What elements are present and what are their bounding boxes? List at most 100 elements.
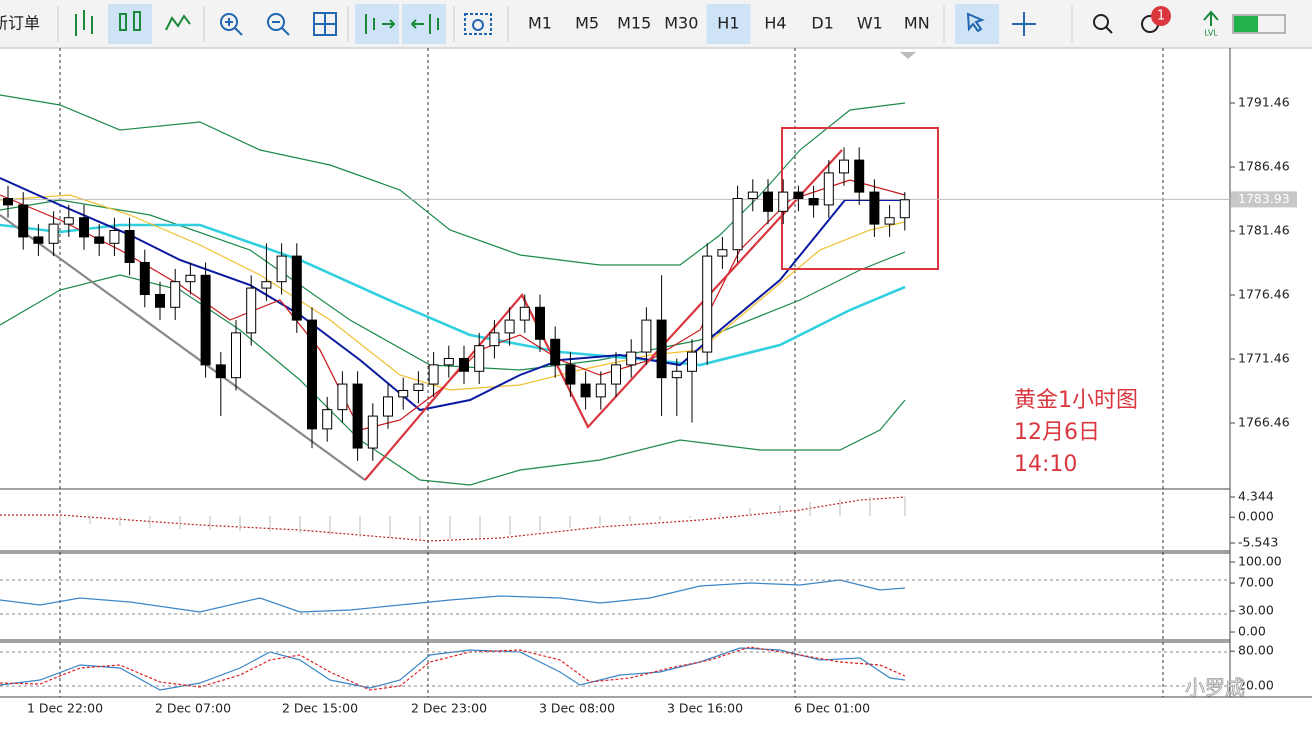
candle-body: [215, 364, 226, 379]
candle-body: [839, 159, 849, 174]
candle-body: [261, 281, 272, 289]
candle-body: [687, 351, 697, 372]
candle-body: [793, 191, 804, 200]
candle-body: [124, 230, 135, 263]
candle-body: [139, 261, 150, 295]
x-tick-label: 6 Dec 01:00: [794, 701, 870, 716]
candle-body: [489, 332, 500, 347]
toolbar-icons: [75, 4, 492, 44]
candle-body: [109, 230, 120, 244]
timeframe-button[interactable]: M1: [528, 14, 552, 33]
candle-body: [337, 383, 348, 411]
candle-body: [580, 383, 591, 398]
candle-body: [291, 255, 302, 321]
candle-body: [231, 332, 241, 379]
candle-body: [823, 172, 834, 206]
candle-body: [474, 345, 485, 372]
candle-body: [48, 223, 59, 244]
annotation-line: 14:10: [1014, 452, 1077, 477]
candle-body: [869, 191, 880, 225]
rsi-levels: [0, 579, 1230, 687]
candle-body: [504, 319, 515, 334]
candle-body: [33, 236, 44, 244]
y-tick-label: 30.00: [1238, 603, 1274, 618]
y-tick-label: 1771.46: [1238, 350, 1290, 365]
notification-badge: [1151, 6, 1171, 26]
right-icons: [966, 10, 1286, 36]
active-timeframe-bg: [706, 4, 751, 44]
y-tick-label: 0.000: [1238, 509, 1274, 524]
candle-body: [899, 199, 910, 219]
candle-body: [246, 287, 257, 334]
candle-body: [595, 383, 606, 398]
toolbar-separators: [57, 6, 1073, 42]
y-tick-label: 1776.46: [1238, 287, 1290, 302]
candle-body: [170, 281, 181, 308]
timeframe-button[interactable]: H1: [717, 14, 739, 33]
candle-body: [778, 191, 789, 212]
candle-body: [626, 351, 637, 366]
annotation-line: 黄金1小时图: [1014, 388, 1138, 413]
timeframe-button[interactable]: M5: [575, 14, 599, 33]
watermark: 小罗成: [1185, 676, 1245, 700]
current-price-label: 1783.93: [1238, 191, 1290, 206]
margin-level-bar: [1234, 16, 1258, 32]
candle-body: [747, 191, 758, 200]
y-tick-label: 0.00: [1238, 624, 1266, 639]
candle-body: [550, 338, 561, 366]
y-tick-label: 1791.46: [1238, 95, 1290, 110]
current-price-tag: [1231, 191, 1297, 208]
candle-body: [63, 217, 74, 225]
macd-histogram: [59, 497, 906, 539]
timeframe-button[interactable]: MN: [904, 14, 930, 33]
candle-body: [352, 383, 363, 449]
candle-body: [459, 357, 469, 372]
candle-body: [200, 274, 211, 366]
y-tick-label: 1786.46: [1238, 159, 1290, 174]
x-tick-label: 1 Dec 22:00: [27, 701, 103, 716]
y-tick-label: 70.00: [1238, 575, 1274, 590]
timeframe-button[interactable]: M30: [664, 14, 698, 33]
candle-body: [276, 255, 287, 283]
y-tick-label: 4.344: [1238, 489, 1274, 504]
candle-body: [565, 364, 576, 385]
x-tick-label: 2 Dec 07:00: [155, 701, 231, 716]
candle-body: [671, 370, 682, 379]
candle-body: [3, 198, 13, 206]
candle-body: [398, 389, 409, 398]
candle-body: [854, 159, 865, 193]
timeframe-button[interactable]: D1: [811, 14, 834, 33]
candle-body: [94, 236, 105, 244]
panel-frames: [0, 48, 1312, 698]
candle-body: [763, 191, 773, 212]
timeframe-button[interactable]: W1: [857, 14, 883, 33]
candle-body: [519, 306, 530, 321]
candle-body: [535, 306, 545, 340]
notification-count: 1: [1157, 9, 1165, 24]
annotation-line: 12月6日: [1014, 420, 1100, 445]
timeframe-button[interactable]: M15: [617, 14, 651, 33]
candle-body: [717, 249, 728, 257]
candle-body: [185, 274, 196, 283]
new-order-button[interactable]: 新订单: [0, 14, 40, 33]
toolbar: [0, 0, 1312, 48]
candle-body: [702, 255, 713, 353]
shift-marker: [900, 52, 916, 59]
candle-body: [413, 383, 424, 391]
candle-body: [367, 415, 378, 449]
candle-body: [383, 396, 393, 417]
y-tick-label: -5.543: [1238, 535, 1278, 550]
x-tick-label: 3 Dec 08:00: [539, 701, 615, 716]
candle-body: [443, 357, 454, 366]
timeframe-button[interactable]: H4: [764, 14, 786, 33]
x-tick-label: 3 Dec 16:00: [667, 701, 743, 716]
level-label: LVL: [1204, 29, 1218, 38]
vertical-grid: [59, 48, 1164, 697]
candle-body: [307, 319, 317, 430]
y-tick-label: 1781.46: [1238, 223, 1290, 238]
x-tick-label: 2 Dec 23:00: [411, 701, 487, 716]
y-tick-label: 1766.46: [1238, 414, 1290, 429]
candle-body: [656, 319, 667, 379]
candle-body: [18, 204, 29, 238]
